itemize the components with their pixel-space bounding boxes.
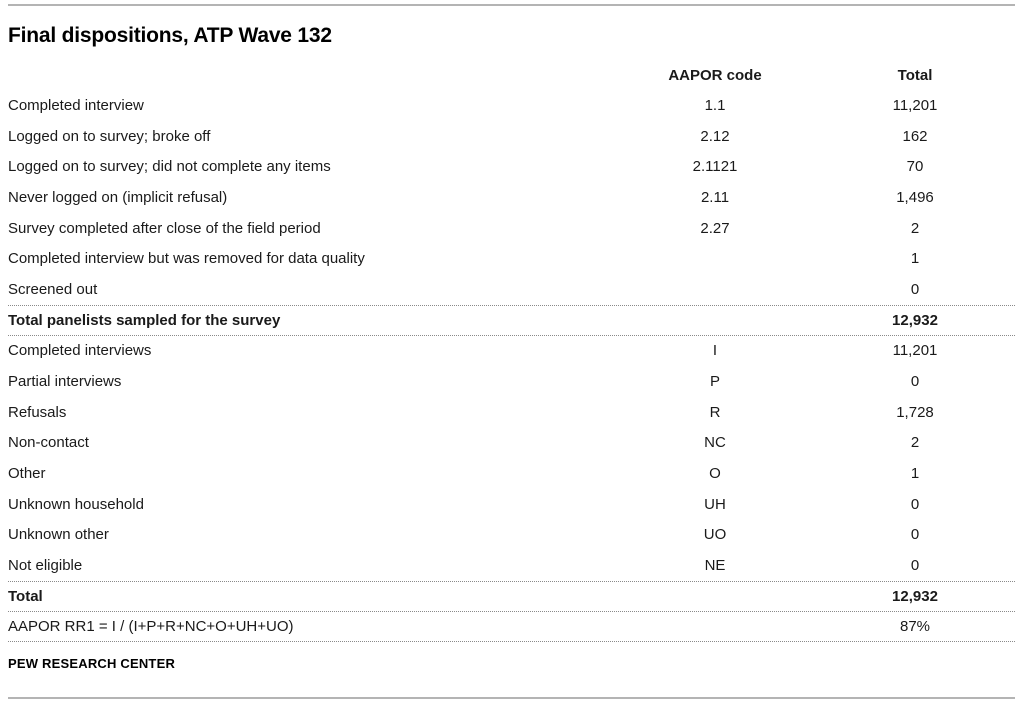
row-total: 2 xyxy=(910,434,920,452)
row-total: 0 xyxy=(910,495,920,513)
row-label: Unknown household xyxy=(8,495,144,513)
row-total: 0 xyxy=(910,373,920,391)
row-aapor-code: O xyxy=(709,465,721,483)
row-label: Screened out xyxy=(8,280,98,298)
row-label: Completed interview xyxy=(8,96,144,114)
table-header-row: AAPOR code Total xyxy=(8,60,1015,90)
row-label: Non-contact xyxy=(8,434,89,452)
row-aapor-code: 2.11 xyxy=(700,188,730,206)
table-row: Other O 1 xyxy=(8,458,1015,489)
table-row: AAPOR RR1 = I / (I+P+R+NC+O+UH+UO) 87% xyxy=(8,612,1015,643)
table-row: Logged on to survey; broke off 2.12 162 xyxy=(8,121,1015,152)
source-label: PEW RESEARCH CENTER xyxy=(8,656,176,672)
row-aapor-code: P xyxy=(709,373,720,391)
table-row: Total panelists sampled for the survey 1… xyxy=(8,304,1015,336)
row-total: 0 xyxy=(910,526,920,544)
row-label: Total panelists sampled for the survey xyxy=(8,311,281,329)
row-total: 12,932 xyxy=(892,587,938,605)
row-total: 11,201 xyxy=(892,96,938,114)
table-row: Completed interview but was removed for … xyxy=(8,243,1015,274)
row-label: Never logged on (implicit refusal) xyxy=(8,188,228,206)
row-aapor-code: 1.1 xyxy=(704,96,726,114)
row-aapor-code: UH xyxy=(704,495,726,513)
table-row: Total 12,932 xyxy=(8,581,1015,612)
row-label: Logged on to survey; broke off xyxy=(8,127,211,145)
row-aapor-code: 2.27 xyxy=(700,219,730,237)
row-aapor-code: I xyxy=(712,342,718,360)
top-rule xyxy=(8,4,1015,6)
header-aapor-code: AAPOR code xyxy=(668,66,762,84)
row-total: 70 xyxy=(906,158,924,176)
row-label: AAPOR RR1 = I / (I+P+R+NC+O+UH+UO) xyxy=(8,618,294,636)
row-aapor-code: NC xyxy=(704,434,726,452)
row-label: Unknown other xyxy=(8,526,109,544)
row-label: Other xyxy=(8,465,46,483)
table-row: Non-contact NC 2 xyxy=(8,428,1015,459)
row-label: Completed interviews xyxy=(8,342,152,360)
table-row: Unknown other UO 0 xyxy=(8,520,1015,551)
row-label: Total xyxy=(8,587,43,605)
header-total: Total xyxy=(897,66,933,84)
table-row: Unknown household UH 0 xyxy=(8,489,1015,520)
table-row: Completed interviews I 11,201 xyxy=(8,336,1015,367)
table-row: Refusals R 1,728 xyxy=(8,397,1015,428)
table-row: Completed interview 1.1 11,201 xyxy=(8,90,1015,121)
row-total: 1 xyxy=(910,250,920,268)
row-total: 1,728 xyxy=(896,403,934,421)
row-label: Completed interview but was removed for … xyxy=(8,250,365,268)
row-total: 0 xyxy=(910,280,920,298)
row-total: 87% xyxy=(899,618,931,636)
row-aapor-code: 2.1121 xyxy=(692,158,738,176)
row-total: 162 xyxy=(902,127,928,145)
bottom-rule xyxy=(8,697,1015,700)
table-rows: Completed interview 1.1 11,201 Logged on… xyxy=(8,90,1015,643)
table-row: Not eligible NE 0 xyxy=(8,550,1015,581)
row-total: 2 xyxy=(910,219,920,237)
row-total: 12,932 xyxy=(892,311,938,329)
row-aapor-code: 2.12 xyxy=(700,127,730,145)
report-table-page: Final dispositions, ATP Wave 132 AAPOR c… xyxy=(0,4,1023,700)
row-total: 0 xyxy=(910,557,920,575)
row-label: Refusals xyxy=(8,403,67,421)
table-row: Screened out 0 xyxy=(8,274,1015,305)
table-title: Final dispositions, ATP Wave 132 xyxy=(8,24,332,47)
table-row: Never logged on (implicit refusal) 2.11 … xyxy=(8,182,1015,213)
row-label: Not eligible xyxy=(8,557,83,575)
row-label: Partial interviews xyxy=(8,373,122,391)
row-aapor-code: UO xyxy=(703,526,727,544)
table-row: Survey completed after close of the fiel… xyxy=(8,213,1015,244)
row-aapor-code: NE xyxy=(704,557,726,575)
row-total: 11,201 xyxy=(892,342,938,360)
row-label: Survey completed after close of the fiel… xyxy=(8,219,321,237)
row-label: Logged on to survey; did not complete an… xyxy=(8,158,331,176)
table-row: Logged on to survey; did not complete an… xyxy=(8,151,1015,182)
row-aapor-code: R xyxy=(709,403,721,421)
row-total: 1,496 xyxy=(896,188,934,206)
row-total: 1 xyxy=(910,465,920,483)
table-row: Partial interviews P 0 xyxy=(8,366,1015,397)
